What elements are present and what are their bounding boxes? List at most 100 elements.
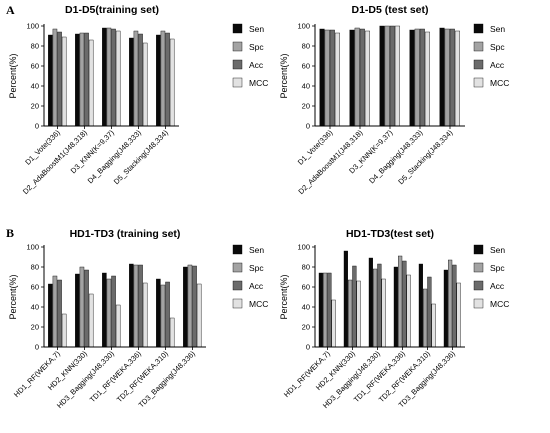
bar-mcc-2: [88, 39, 94, 127]
y-tick-label: 40: [302, 303, 310, 312]
legend-label-mcc: MCC: [249, 299, 268, 309]
bar-acc-5: [165, 281, 170, 348]
bar-acc-1: [57, 31, 62, 127]
bar-spc-2: [79, 266, 85, 348]
bar-spc-5: [423, 288, 428, 348]
legend-swatch-mcc: [473, 298, 484, 309]
bar-spc-4: [398, 255, 403, 348]
bar-sen-2: [75, 33, 80, 127]
y-axis-label: Percent(%): [8, 53, 18, 98]
bar-acc-4: [138, 33, 143, 127]
legend-label-spc: Spc: [490, 263, 505, 273]
x-category-label: D5_Stacking(J48,334): [112, 128, 170, 186]
y-tick-label: 100: [297, 22, 310, 31]
bar-mcc-1: [331, 299, 336, 348]
y-tick-label: 40: [31, 82, 39, 91]
legend-label-acc: Acc: [249, 60, 264, 70]
chart-title: D1-D5 (test set): [351, 4, 428, 16]
legend-swatch-sen: [473, 23, 484, 34]
bar-acc-5: [427, 276, 432, 348]
bar-spc-2: [79, 32, 85, 127]
legend-swatch-mcc: [232, 298, 243, 309]
bar-acc-2: [352, 265, 357, 348]
charts-container: D1-D5(training set) Percent(%) 0 20 40 60 80 10…: [8, 4, 509, 410]
bar-mcc-3: [381, 278, 386, 348]
chart-4: HD1-TD3(test set)Percent(%)020406080100H…: [279, 228, 509, 410]
chart-title: HD1-TD3 (training set): [70, 228, 181, 240]
bar-spc-4: [414, 28, 420, 127]
bar-spc-6: [187, 264, 193, 348]
bar-mcc-5: [431, 303, 436, 348]
legend-swatch-acc: [473, 59, 484, 70]
y-tick-label: 0: [35, 122, 39, 131]
bar-sen-4: [409, 29, 415, 127]
bar-sen-3: [102, 272, 107, 348]
bar-acc-3: [111, 275, 116, 348]
legend-label-sen: Sen: [490, 24, 505, 34]
legend-label-acc: Acc: [490, 60, 505, 70]
bar-acc-1: [329, 29, 335, 127]
legend-swatch-sen: [473, 244, 484, 255]
legend-swatch-sen: [232, 23, 243, 34]
bar-mcc-3: [115, 304, 121, 348]
y-tick-label: 0: [306, 122, 310, 131]
bar-mcc-1: [61, 313, 67, 348]
y-tick-label: 0: [35, 343, 39, 352]
y-tick-label: 20: [31, 102, 39, 111]
bar-acc-6: [192, 265, 197, 348]
x-category-label: HD1_RF(WEKA,7): [12, 349, 62, 399]
y-tick-label: 20: [302, 323, 310, 332]
legend-label-acc: Acc: [249, 281, 264, 291]
y-tick-label: 20: [31, 323, 39, 332]
legend-swatch-mcc: [473, 77, 484, 88]
bar-spc-3: [373, 268, 378, 348]
legend-label-sen: Sen: [249, 245, 264, 255]
bar-sen-6: [183, 266, 188, 348]
y-tick-label: 80: [31, 263, 39, 272]
legend-swatch-sen: [232, 244, 243, 255]
bar-spc-1: [324, 29, 330, 127]
bar-spc-5: [160, 30, 166, 127]
bar-mcc-5: [169, 38, 175, 127]
y-tick-label: 40: [31, 303, 39, 312]
chart-title: HD1-TD3(test set): [346, 228, 434, 240]
bar-spc-2: [354, 27, 360, 127]
legend-swatch-acc: [232, 280, 243, 291]
bar-sen-2: [343, 250, 348, 348]
y-tick-label: 80: [31, 42, 39, 51]
bar-spc-1: [52, 275, 58, 348]
bar-sen-3: [379, 25, 385, 127]
bar-acc-1: [327, 272, 332, 348]
panel-label-b: B: [6, 226, 14, 240]
bar-mcc-2: [364, 30, 370, 127]
legend-swatch-spc: [473, 262, 484, 273]
bar-mcc-4: [142, 42, 148, 127]
legend-swatch-spc: [232, 262, 243, 273]
y-tick-label: 100: [26, 22, 39, 31]
bar-spc-1: [323, 272, 328, 348]
legend-label-sen: Sen: [249, 24, 264, 34]
bar-spc-5: [160, 284, 166, 348]
bar-sen-4: [129, 37, 134, 127]
y-tick-label: 60: [302, 283, 310, 292]
y-tick-label: 60: [31, 283, 39, 292]
bar-mcc-4: [142, 282, 148, 348]
panel-label-a: A: [6, 3, 15, 17]
bar-mcc-5: [454, 30, 460, 127]
bar-sen-6: [443, 269, 448, 348]
bar-spc-6: [448, 259, 453, 348]
bar-sen-1: [48, 34, 53, 127]
legend-swatch-acc: [232, 59, 243, 70]
bar-acc-2: [359, 28, 365, 127]
legend-swatch-mcc: [232, 77, 243, 88]
bar-sen-5: [439, 27, 445, 127]
bar-mcc-3: [394, 25, 400, 127]
bar-acc-3: [377, 263, 382, 348]
bar-sen-3: [368, 257, 373, 348]
y-axis-label: Percent(%): [8, 274, 18, 319]
y-tick-label: 100: [26, 243, 39, 252]
bar-mcc-2: [88, 293, 94, 348]
bar-sen-1: [48, 283, 53, 348]
bar-acc-6: [452, 264, 457, 348]
